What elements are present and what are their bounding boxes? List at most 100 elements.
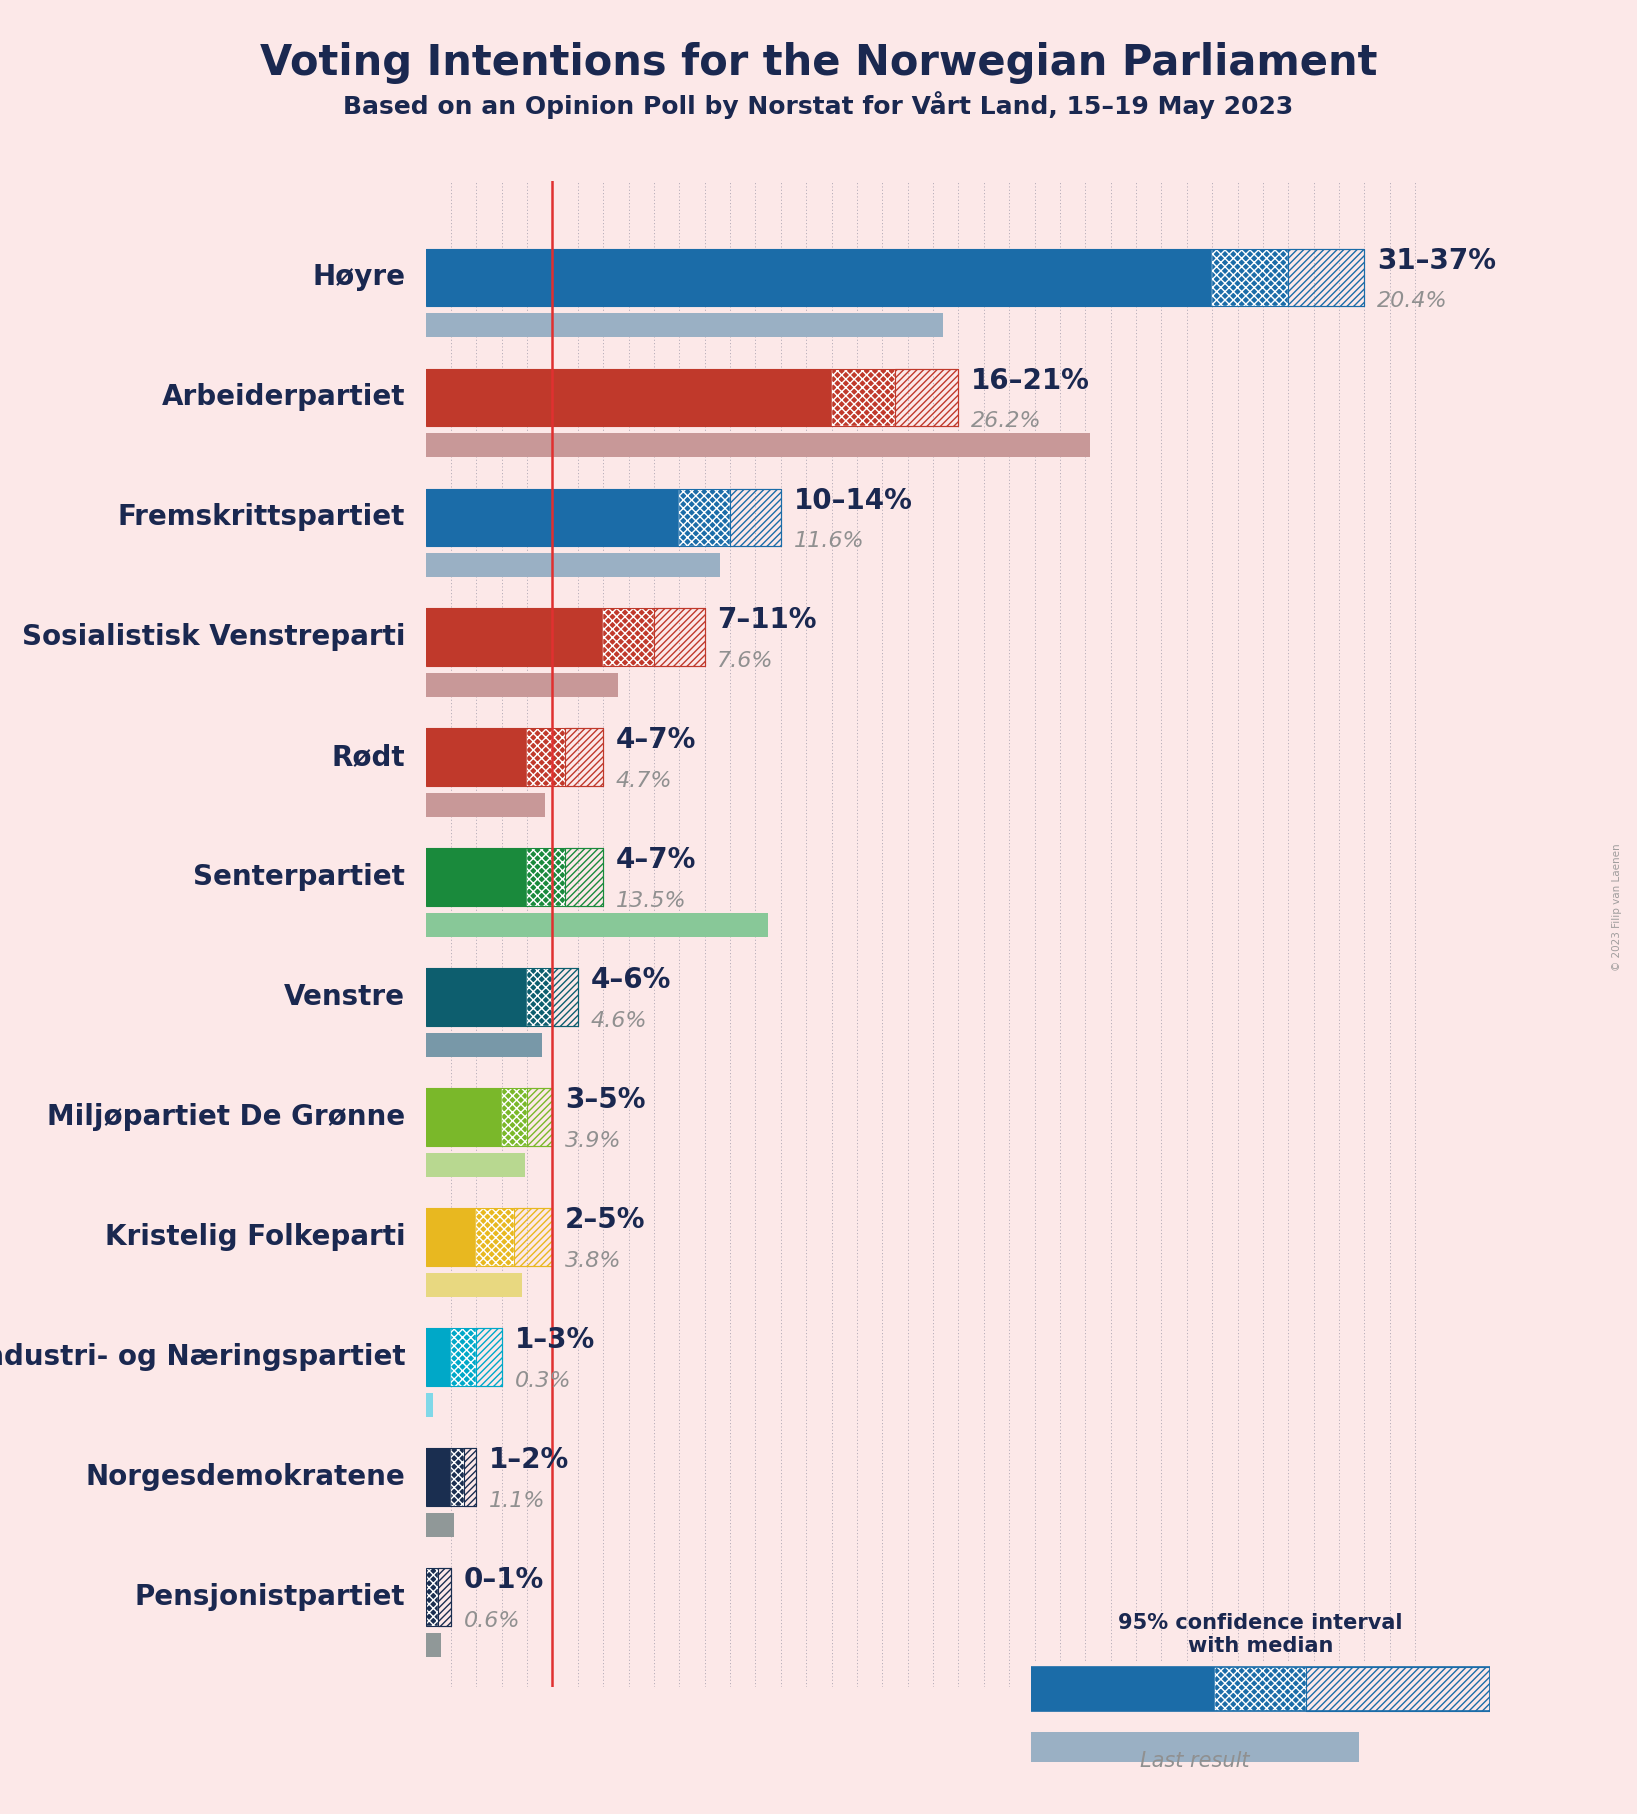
Text: 4.7%: 4.7%	[616, 771, 673, 791]
Text: Fremskrittspartiet: Fremskrittspartiet	[118, 502, 406, 532]
Bar	[426, 849, 527, 905]
Text: 1–2%: 1–2%	[489, 1446, 570, 1475]
Text: 4–7%: 4–7%	[616, 847, 696, 874]
Bar	[452, 1448, 463, 1506]
Text: Arbeiderpartiet: Arbeiderpartiet	[162, 383, 406, 412]
Bar	[476, 1208, 514, 1266]
Text: Kristelig Folkeparti: Kristelig Folkeparti	[105, 1223, 406, 1252]
Bar	[426, 969, 578, 1027]
Bar	[565, 729, 604, 785]
Bar	[426, 1208, 476, 1266]
Bar	[476, 1208, 514, 1266]
Bar	[552, 969, 578, 1027]
Text: 1–3%: 1–3%	[514, 1326, 594, 1355]
Bar	[730, 488, 781, 546]
Bar	[1211, 249, 1288, 307]
Bar	[426, 1393, 434, 1417]
Bar	[604, 608, 655, 666]
Bar	[426, 1034, 542, 1058]
Bar	[426, 1569, 439, 1625]
Bar	[452, 1328, 476, 1386]
Text: 11.6%: 11.6%	[794, 532, 864, 551]
Text: Høyre: Høyre	[313, 263, 406, 292]
Bar	[439, 1569, 452, 1625]
Bar	[426, 1328, 452, 1386]
Bar	[1288, 249, 1365, 307]
Bar	[426, 1569, 452, 1625]
Text: 7.6%: 7.6%	[717, 651, 774, 671]
Bar	[426, 729, 604, 785]
Bar	[426, 1448, 476, 1506]
Text: 3.9%: 3.9%	[565, 1132, 622, 1152]
Bar	[426, 249, 1211, 307]
Bar	[832, 368, 895, 426]
Bar	[426, 1208, 552, 1266]
Text: 16–21%: 16–21%	[971, 366, 1090, 395]
Bar	[426, 368, 832, 426]
Bar	[895, 368, 959, 426]
Text: Venstre: Venstre	[285, 983, 406, 1010]
Bar	[476, 1328, 501, 1386]
Text: 26.2%: 26.2%	[971, 412, 1041, 432]
Bar	[426, 1273, 522, 1297]
Text: Based on an Opinion Poll by Norstat for Vårt Land, 15–19 May 2023: Based on an Opinion Poll by Norstat for …	[344, 91, 1293, 120]
Bar	[426, 608, 704, 666]
Text: 3.8%: 3.8%	[565, 1252, 622, 1272]
Bar	[426, 1154, 524, 1177]
Bar	[426, 1088, 552, 1146]
Bar	[655, 608, 704, 666]
Bar	[1031, 1667, 1490, 1711]
Bar	[426, 1328, 501, 1386]
Bar	[527, 969, 553, 1027]
Text: 13.5%: 13.5%	[616, 891, 686, 911]
Bar	[426, 1513, 453, 1536]
Text: 0.6%: 0.6%	[463, 1611, 521, 1631]
Text: 2–5%: 2–5%	[565, 1206, 645, 1234]
Text: 0.3%: 0.3%	[514, 1371, 571, 1391]
Text: 10–14%: 10–14%	[794, 486, 912, 515]
Bar	[426, 553, 720, 577]
Text: Senterpartiet: Senterpartiet	[193, 863, 406, 891]
Text: Sosialistisk Venstreparti: Sosialistisk Venstreparti	[21, 624, 406, 651]
Text: Last result: Last result	[1141, 1751, 1249, 1772]
Text: Industri- og Næringspartiet: Industri- og Næringspartiet	[0, 1342, 406, 1371]
Text: 4–7%: 4–7%	[616, 726, 696, 755]
Text: 4.6%: 4.6%	[591, 1010, 647, 1030]
Text: 20.4%: 20.4%	[1377, 292, 1447, 312]
Text: 95% confidence interval
with median: 95% confidence interval with median	[1118, 1613, 1403, 1656]
Text: 4–6%: 4–6%	[591, 967, 671, 994]
Bar	[426, 1569, 439, 1625]
Bar	[501, 1088, 527, 1146]
Bar	[527, 729, 565, 785]
Bar	[452, 1328, 476, 1386]
Text: 3–5%: 3–5%	[565, 1087, 645, 1114]
Bar	[1031, 1667, 1215, 1711]
Bar	[527, 1088, 553, 1146]
Bar	[527, 849, 565, 905]
Bar	[426, 729, 527, 785]
Text: 1.1%: 1.1%	[489, 1491, 545, 1511]
Text: © 2023 Filip van Laenen: © 2023 Filip van Laenen	[1612, 844, 1622, 970]
Bar	[565, 849, 604, 905]
Bar	[514, 1208, 552, 1266]
Bar	[1215, 1667, 1306, 1711]
Bar	[426, 1088, 501, 1146]
Text: Pensjonistpartiet: Pensjonistpartiet	[134, 1584, 406, 1611]
Text: Norgesdemokratene: Norgesdemokratene	[85, 1464, 406, 1491]
Bar	[832, 368, 895, 426]
Bar	[426, 368, 959, 426]
Bar	[1306, 1667, 1490, 1711]
Bar	[426, 1633, 440, 1656]
Bar	[527, 729, 565, 785]
Bar	[426, 673, 619, 697]
Bar	[426, 1448, 452, 1506]
Bar	[426, 912, 768, 938]
Bar	[604, 608, 655, 666]
Text: Voting Intentions for the Norwegian Parliament: Voting Intentions for the Norwegian Parl…	[260, 42, 1377, 85]
Text: Miljøpartiet De Grønne: Miljøpartiet De Grønne	[47, 1103, 406, 1132]
Bar	[426, 608, 604, 666]
Bar	[679, 488, 730, 546]
Bar	[501, 1088, 527, 1146]
Bar	[679, 488, 730, 546]
Text: 31–37%: 31–37%	[1377, 247, 1496, 274]
